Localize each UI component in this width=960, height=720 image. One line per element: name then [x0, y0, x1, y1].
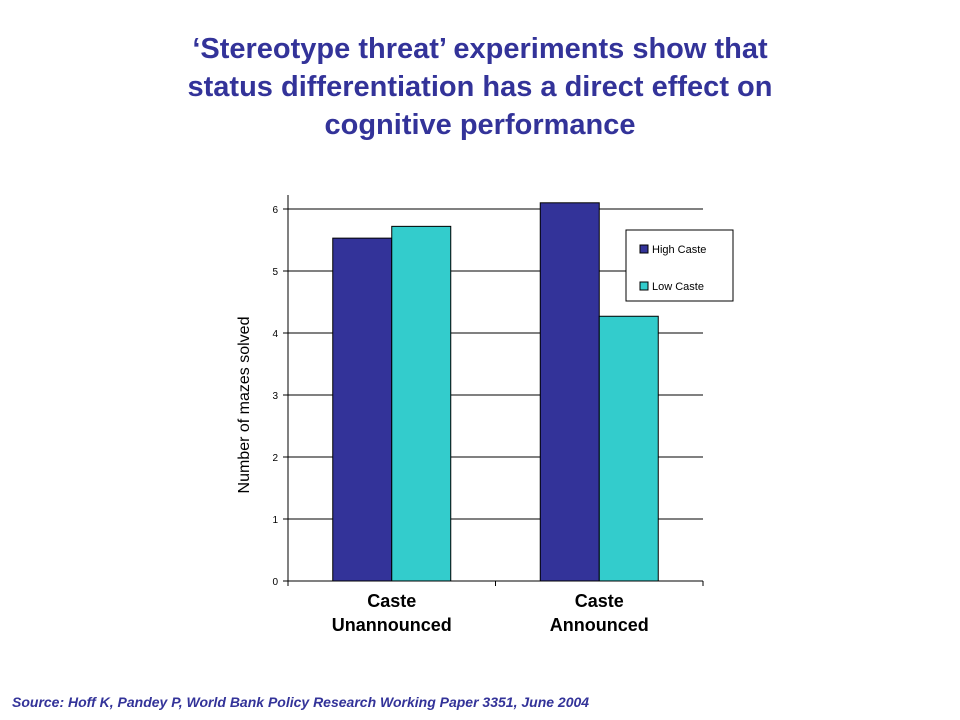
- bar: [539, 202, 600, 582]
- y-tick-label: 0: [272, 577, 278, 588]
- bar: [598, 315, 659, 582]
- category-label: Caste: [575, 591, 624, 611]
- x-category-labels: Caste Unannounced Caste Announced: [332, 591, 649, 635]
- y-tick-label: 2: [272, 453, 278, 464]
- category-label: Unannounced: [332, 615, 452, 635]
- slide-title: ‘Stereotype threat’ experiments show tha…: [60, 30, 900, 144]
- bar: [391, 225, 452, 582]
- title-line: cognitive performance: [324, 109, 636, 141]
- y-axis-label: Number of mazes solved: [236, 317, 253, 494]
- y-tick-label: 5: [272, 267, 278, 278]
- legend-box: [625, 229, 734, 302]
- category-label: Announced: [550, 615, 649, 635]
- y-tick-label: 3: [272, 391, 278, 402]
- title-line: status differentiation has a direct effe…: [187, 71, 773, 103]
- bar: [332, 237, 393, 582]
- bars: [332, 202, 659, 582]
- legend-swatch: [639, 244, 649, 254]
- y-tick-label: 4: [272, 329, 278, 340]
- y-tick-label: 6: [272, 205, 278, 216]
- legend-label: Low Caste: [652, 281, 704, 293]
- category-label: Caste: [367, 591, 416, 611]
- legend-label: High Caste: [652, 244, 706, 256]
- y-tick-label: 1: [272, 515, 278, 526]
- y-tick-labels: 0 1 2 3 4 5 6: [272, 205, 278, 588]
- axes: [283, 195, 704, 586]
- title-line: ‘Stereotype threat’ experiments show tha…: [192, 33, 768, 65]
- legend-swatch: [639, 281, 649, 291]
- legend: High Caste Low Caste: [625, 229, 734, 302]
- source-citation: Source: Hoff K, Pandey P, World Bank Pol…: [12, 694, 590, 710]
